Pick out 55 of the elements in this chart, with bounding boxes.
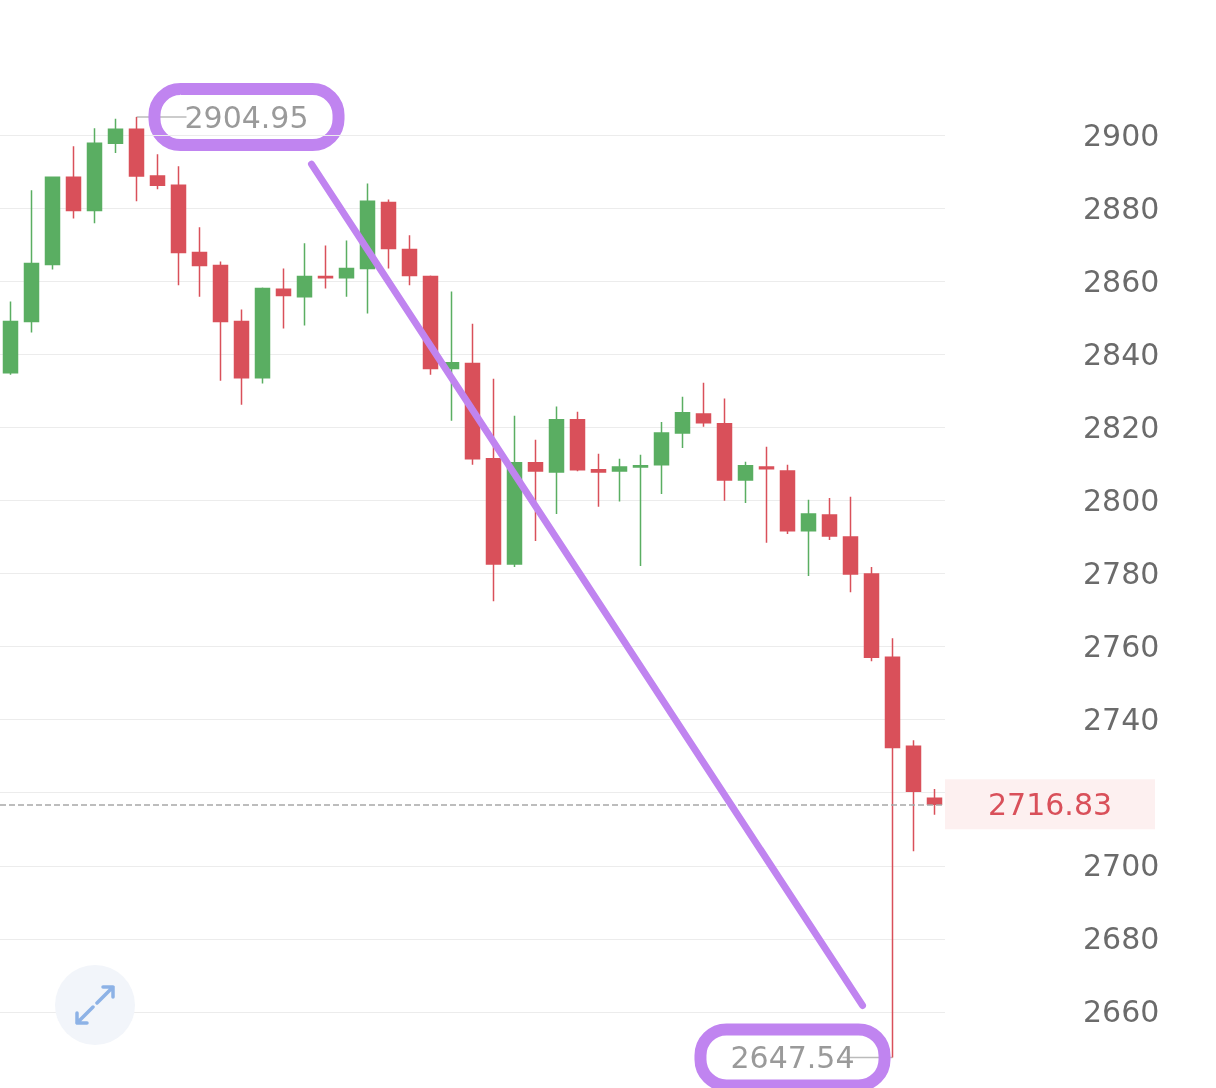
annotation: 2904.95	[184, 99, 309, 135]
candlestick	[758, 446, 775, 544]
candlestick	[23, 189, 40, 334]
candlestick	[65, 145, 82, 220]
candlestick	[485, 378, 502, 603]
candlestick	[233, 308, 250, 406]
candlestick	[317, 244, 334, 290]
y-tick-label: 2900	[1083, 117, 1160, 153]
candlestick	[296, 242, 313, 327]
candlestick	[821, 497, 838, 541]
candlestick	[170, 165, 187, 287]
candlestick	[569, 410, 586, 473]
candlestick	[863, 566, 880, 662]
annotation: 2647.54	[730, 1039, 855, 1075]
candlestick	[254, 286, 271, 385]
y-tick-label: 2760	[1083, 629, 1160, 665]
candlestick	[128, 116, 145, 203]
candlestick	[2, 300, 19, 376]
candlestick	[527, 439, 544, 542]
candlestick	[275, 267, 292, 330]
candlestick	[107, 117, 124, 154]
ref-line-label: 2716.83	[988, 786, 1113, 822]
candlestick	[695, 382, 712, 428]
candlestick	[779, 463, 796, 535]
candlestick	[737, 461, 754, 504]
candlestick	[401, 234, 418, 287]
candlestick	[842, 496, 859, 593]
candlestick	[905, 739, 922, 852]
candlestick	[149, 153, 166, 190]
y-tick-label: 2680	[1083, 921, 1160, 957]
candlestick	[632, 454, 649, 567]
y-tick-label: 2820	[1083, 409, 1160, 445]
candlestick	[800, 499, 817, 577]
candlestick	[716, 397, 733, 502]
y-tick-label: 2800	[1083, 482, 1160, 518]
y-tick-label: 2780	[1083, 556, 1160, 592]
y-tick-label: 2660	[1083, 994, 1160, 1030]
candlestick	[212, 260, 229, 382]
candlestick	[191, 226, 208, 298]
y-tick-label: 2740	[1083, 702, 1160, 738]
candlestick	[86, 127, 103, 224]
y-tick-label: 2860	[1083, 263, 1160, 299]
y-tick-label: 2700	[1083, 848, 1160, 884]
candlestick	[590, 452, 607, 508]
candlestick	[548, 405, 565, 515]
y-tick-label: 2880	[1083, 190, 1160, 226]
candlestick	[884, 637, 901, 1059]
y-tick-label: 2840	[1083, 336, 1160, 372]
candlestick	[338, 239, 355, 298]
candlestick	[611, 458, 628, 503]
candlestick	[380, 198, 397, 270]
candlestick	[653, 421, 670, 495]
candlestick	[674, 395, 691, 449]
candlestick	[926, 788, 943, 816]
candlestick	[44, 176, 61, 271]
